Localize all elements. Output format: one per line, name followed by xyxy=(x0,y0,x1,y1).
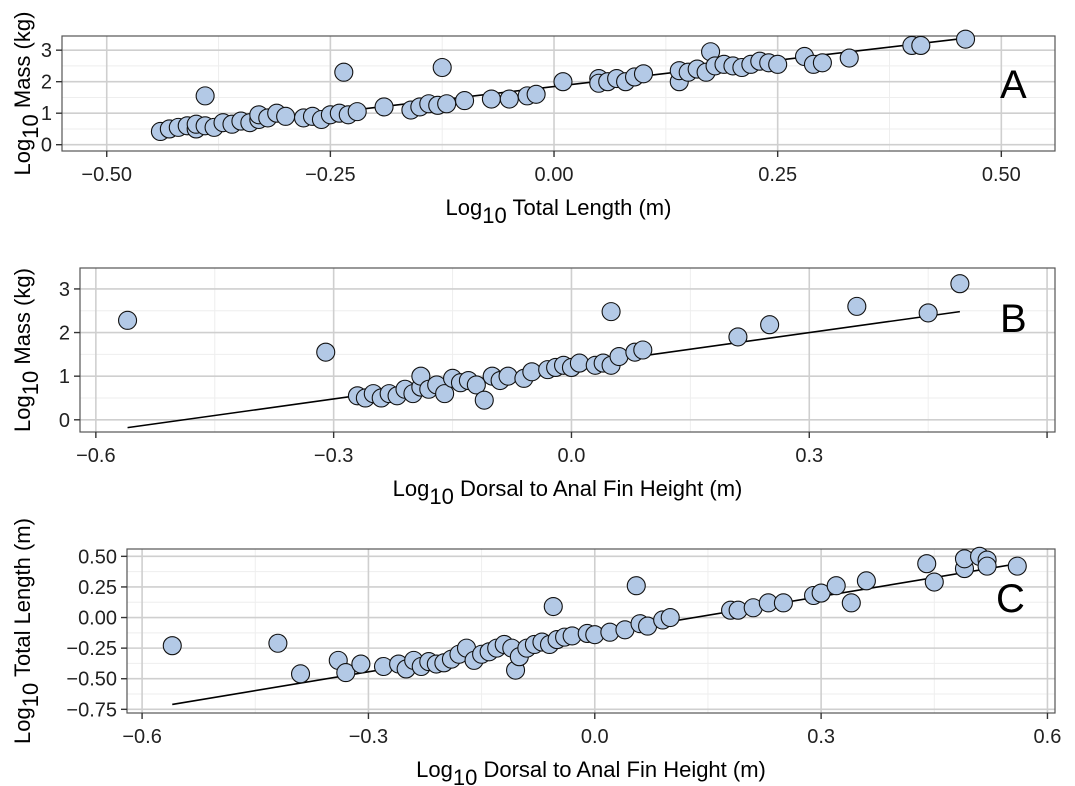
data-point xyxy=(276,106,296,126)
data-point xyxy=(162,636,182,656)
y-tick-label: 2 xyxy=(41,72,52,94)
data-point xyxy=(728,327,748,347)
data-point xyxy=(437,94,457,114)
panel-a: −0.50 −0.25 0.00 0.25 0.50 0 1 2 3 A Log10 Total L… xyxy=(10,12,1056,228)
data-point xyxy=(856,571,876,591)
x-tick-label: 0.50 xyxy=(982,164,1021,186)
data-point xyxy=(435,384,455,404)
data-point xyxy=(374,97,394,117)
data-point xyxy=(812,53,832,73)
y-tick-label: 2 xyxy=(59,323,70,345)
panel-letter: A xyxy=(1000,63,1027,107)
data-point xyxy=(977,556,997,576)
data-point xyxy=(609,346,629,367)
y-tick-label: 1 xyxy=(41,103,52,125)
data-point xyxy=(474,390,494,410)
y-tick-label: −0.25 xyxy=(66,638,117,660)
data-point xyxy=(195,86,215,106)
y-tick-label: −0.75 xyxy=(66,699,117,721)
x-tick-label: 0.25 xyxy=(758,164,797,186)
y-tick-label: 0.00 xyxy=(78,608,117,630)
x-tick-label: 0.0 xyxy=(581,726,609,748)
data-point xyxy=(569,353,589,373)
y-tick-label: 0 xyxy=(41,135,52,157)
plot-border xyxy=(79,267,1056,433)
panel-letter: B xyxy=(1000,297,1027,341)
x-axis-title: Log10 Total Length (m) xyxy=(446,195,672,228)
x-tick-label: 0.3 xyxy=(795,445,823,467)
data-point xyxy=(633,64,654,84)
data-point xyxy=(633,340,653,360)
y-tick-label: 1 xyxy=(59,366,70,388)
data-point xyxy=(660,607,680,628)
panel-c: −0.6 −0.3 0.0 0.3 0.6 −0.75 −0.50 −0.25 0.00 0.25… xyxy=(10,518,1061,786)
x-tick-label: −0.50 xyxy=(81,164,132,186)
data-point xyxy=(336,663,356,683)
data-point xyxy=(268,633,288,653)
data-point xyxy=(522,362,542,382)
panel-b: −0.6 −0.3 0.0 0.3 0 1 2 3 B Log10 Dorsal to Anal … xyxy=(10,267,1056,509)
data-point xyxy=(543,596,563,617)
plot-area xyxy=(80,268,1055,432)
data-point xyxy=(601,302,621,322)
data-point xyxy=(917,554,937,574)
data-point xyxy=(498,366,518,386)
data-point xyxy=(911,35,931,56)
y-tick-label: 0.25 xyxy=(78,577,117,599)
y-tick-label: 0 xyxy=(59,410,70,432)
x-axis-title: Log10 Dorsal to Anal Fin Height (m) xyxy=(416,757,766,786)
data-point xyxy=(1007,556,1027,576)
data-point xyxy=(316,342,336,362)
data-point xyxy=(432,57,452,78)
x-tick-label: −0.6 xyxy=(122,726,161,748)
y-tick-label: −0.50 xyxy=(66,669,117,691)
data-point xyxy=(841,593,861,613)
data-point xyxy=(290,664,311,684)
x-tick-label: −0.3 xyxy=(349,726,388,748)
data-point xyxy=(847,296,867,316)
x-tick-label: 0.00 xyxy=(535,164,574,186)
plot-border xyxy=(61,35,1056,152)
y-axis-title: Log10 Mass (kg) xyxy=(10,12,43,176)
x-tick-label: 0.3 xyxy=(807,726,835,748)
x-tick-label: −0.6 xyxy=(76,445,115,467)
y-tick-label: 0.50 xyxy=(78,546,117,568)
y-axis-title: Log10 Mass (kg) xyxy=(10,268,43,432)
data-point xyxy=(118,310,138,330)
data-point xyxy=(839,48,859,68)
data-point xyxy=(826,576,846,596)
data-point xyxy=(918,303,938,323)
data-point xyxy=(760,315,780,335)
data-point xyxy=(526,84,546,104)
data-point xyxy=(347,102,367,122)
panel-letter: C xyxy=(996,577,1025,621)
data-point xyxy=(334,62,354,82)
data-point xyxy=(768,54,788,74)
y-axis-title: Log10 Total Length (m) xyxy=(10,518,43,744)
data-point xyxy=(626,576,646,596)
data-point xyxy=(955,29,976,49)
x-tick-label: −0.25 xyxy=(305,164,356,186)
y-tick-label: 3 xyxy=(59,279,70,301)
data-point xyxy=(950,274,970,294)
plot-border xyxy=(126,548,1056,714)
data-point xyxy=(773,593,793,613)
data-point xyxy=(455,91,475,111)
data-point xyxy=(481,89,501,109)
data-point xyxy=(924,572,944,592)
data-point xyxy=(466,375,486,395)
data-point xyxy=(553,72,573,92)
x-tick-label: 0.6 xyxy=(1034,726,1062,748)
y-tick-label: 3 xyxy=(41,40,52,62)
data-point xyxy=(351,654,371,674)
x-axis-title: Log10 Dorsal to Anal Fin Height (m) xyxy=(393,476,743,509)
data-point xyxy=(499,89,519,109)
x-tick-label: 0.0 xyxy=(558,445,586,467)
x-tick-label: −0.3 xyxy=(314,445,353,467)
